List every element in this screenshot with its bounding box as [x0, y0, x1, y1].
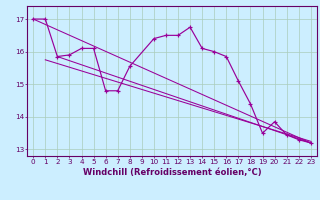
X-axis label: Windchill (Refroidissement éolien,°C): Windchill (Refroidissement éolien,°C)	[83, 168, 261, 177]
